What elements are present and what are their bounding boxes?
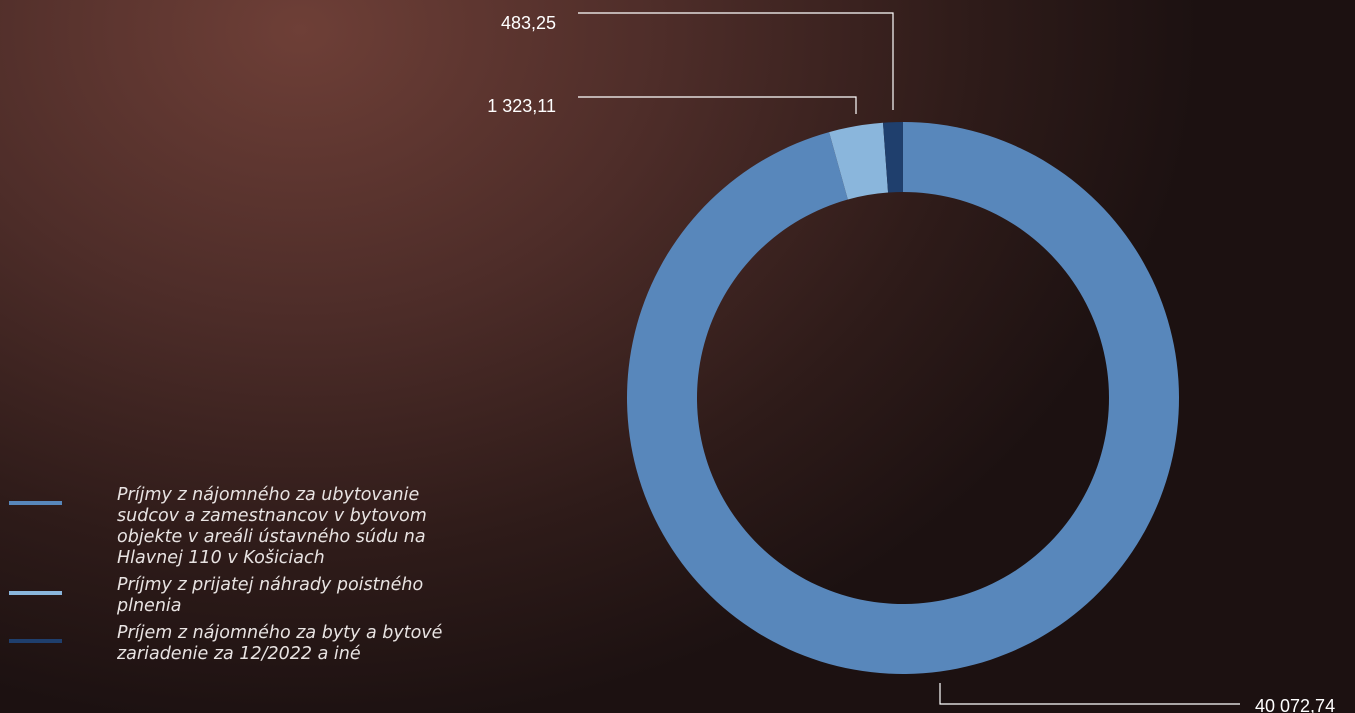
value-label-rental-judges: 40 072,74 bbox=[1255, 696, 1335, 713]
value-label-rental-flats: 483,25 bbox=[501, 13, 556, 33]
legend-label: Príjmy z nájomného za ubytovanie sudcov … bbox=[117, 485, 427, 568]
legend-item-rental-flats: Príjem z nájomného za byty a bytové zari… bbox=[0, 623, 470, 665]
slice-rental-flats bbox=[883, 122, 903, 193]
legend-swatch bbox=[9, 639, 62, 643]
value-label-insurance: 1 323,11 bbox=[487, 96, 556, 116]
donut-slices bbox=[627, 122, 1179, 675]
legend-item-rental-judges: Príjmy z nájomného za ubytovanie sudcov … bbox=[0, 485, 470, 569]
leader-line bbox=[578, 12, 894, 110]
legend-label: Príjmy z prijatej náhrady poistného plne… bbox=[117, 575, 424, 616]
leader-line bbox=[939, 683, 1240, 705]
leader-line bbox=[578, 96, 857, 114]
slice-rental-judges bbox=[627, 122, 1179, 675]
slice-insurance bbox=[829, 122, 889, 200]
legend-swatch bbox=[9, 591, 62, 595]
legend: Príjmy z nájomného za ubytovanie sudcov … bbox=[0, 485, 470, 671]
legend-swatch bbox=[9, 501, 62, 505]
legend-label: Príjem z nájomného za byty a bytové zari… bbox=[117, 623, 443, 664]
leader-lines bbox=[578, 12, 1240, 705]
legend-item-insurance: Príjmy z prijatej náhrady poistného plne… bbox=[0, 575, 470, 617]
value-labels: 40 072,74 1 323,11 483,25 bbox=[487, 13, 1335, 713]
